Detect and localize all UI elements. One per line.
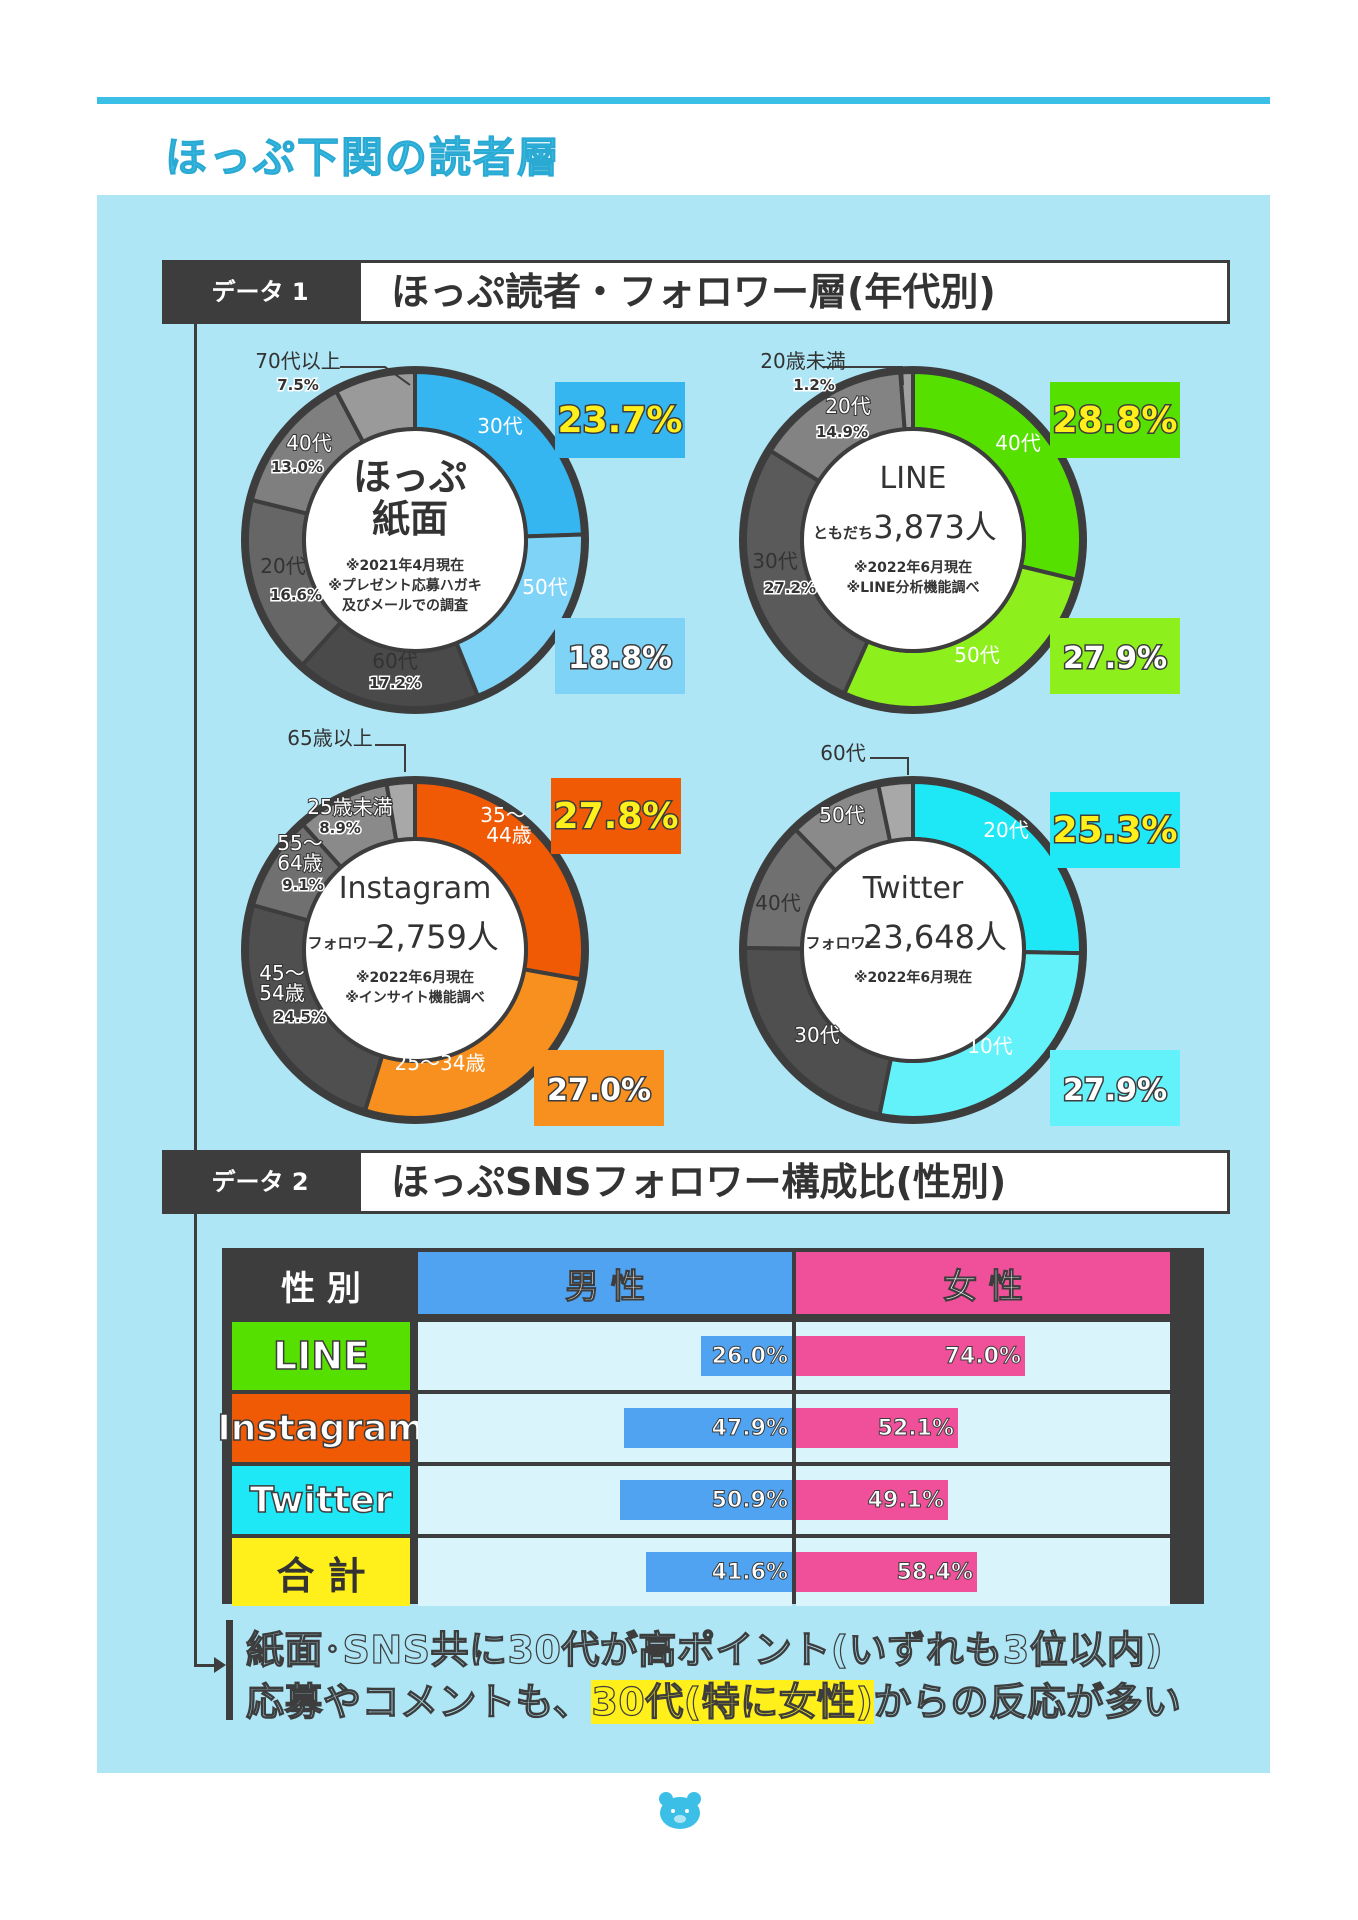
summary-line1: 紙面･SNS共に30代が高ポイント(いずれも3位以内) [245,1627,1164,1672]
bear-face-icon [659,1792,701,1829]
female-bar: 58.4% [796,1552,977,1592]
header-female-label: 女 性 [943,1266,1024,1307]
male-bar: 26.0% [701,1336,792,1376]
section1-tag: データ 1 [162,260,358,324]
male-value: 50.9% [711,1487,788,1513]
section2-header: データ 2 ほっぷSNSフォロワー構成比(性別) [162,1150,1230,1214]
summary-line2-pre: 応募やコメントも、 [245,1679,592,1724]
male-bar: 47.9% [624,1408,792,1448]
section2-tag: データ 2 [162,1150,358,1214]
male-cell: 26.0% [418,1322,792,1390]
header-gender-label: 性 別 [281,1268,361,1309]
row-name-label: Instagram [217,1407,426,1450]
header-male: 男 性 [418,1252,792,1314]
male-value: 41.6% [711,1559,788,1585]
section1-title: ほっぷ読者・フォロワー層(年代別) [358,260,1230,324]
female-cell: 74.0% [796,1322,1170,1390]
summary-arrow [194,1664,220,1667]
male-cell: 41.6% [418,1538,792,1606]
header-gender: 性 別 [226,1252,416,1318]
gender-table: 性 別 男 性 女 性 LINE 26.0% 74.0% Instagram 47.9% 52.… [217,1248,1204,1606]
female-bar: 74.0% [796,1336,1025,1376]
row-name-label: LINE [272,1333,370,1379]
header-male-label: 男 性 [565,1266,646,1307]
arrow-head-icon [214,1657,226,1673]
female-value: 74.0% [944,1343,1021,1369]
summary-bar [226,1620,233,1720]
table-row-name: Twitter [232,1466,410,1534]
male-bar: 50.9% [620,1480,792,1520]
section2-title: ほっぷSNSフォロワー構成比(性別) [358,1150,1230,1214]
male-cell: 47.9% [418,1394,792,1462]
table-row-name: LINE [232,1322,410,1390]
female-value: 49.1% [867,1487,944,1513]
male-value: 47.9% [711,1415,788,1441]
row-name-label: 合 計 [276,1553,366,1598]
female-value: 52.1% [877,1415,954,1441]
summary-line2: 応募やコメントも、30代(特に女性)からの反応が多い [245,1676,1182,1728]
table-row-name: Instagram [217,1394,426,1462]
female-cell: 49.1% [796,1466,1170,1534]
male-cell: 50.9% [418,1466,792,1534]
female-cell: 58.4% [796,1538,1170,1606]
row-name-label: Twitter [249,1479,393,1522]
summary-highlight: 30代(特に女性) [591,1679,874,1724]
page-title: ほっぷ下関の読者層 [164,133,562,183]
title-rule [97,97,1270,104]
summary-line2-post: からの反応が多い [873,1679,1182,1724]
summary-text: 紙面･SNS共に30代が高ポイント(いずれも3位以内) 応募やコメントも、30代… [245,1624,1182,1728]
female-value: 58.4% [896,1559,973,1585]
male-bar: 41.6% [646,1552,792,1592]
female-bar: 52.1% [796,1408,958,1448]
female-cell: 52.1% [796,1394,1170,1462]
male-value: 26.0% [711,1343,788,1369]
female-bar: 49.1% [796,1480,948,1520]
header-female: 女 性 [796,1252,1170,1314]
connector-line [194,290,197,1666]
section1-header: データ 1 ほっぷ読者・フォロワー層(年代別) [162,260,1230,324]
table-row-name: 合 計 [232,1538,410,1606]
